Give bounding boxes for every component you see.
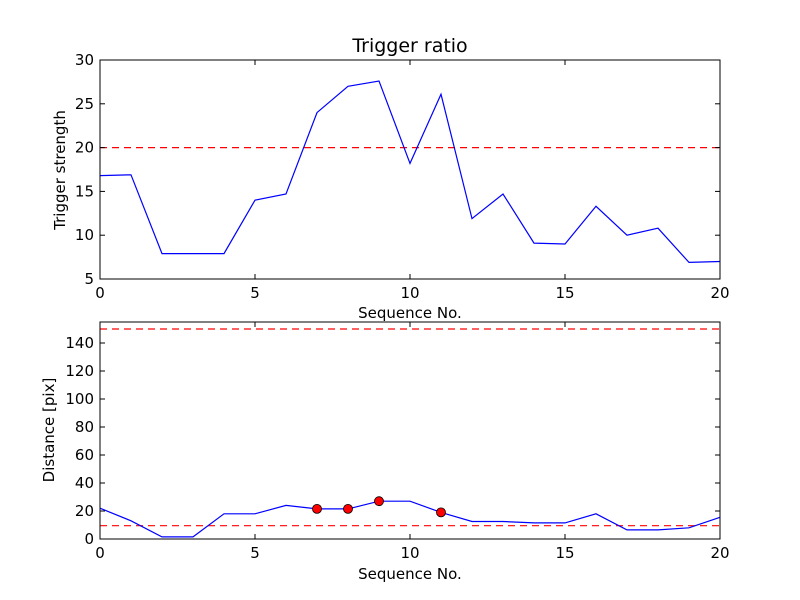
y-tick-label: 10 xyxy=(75,226,94,244)
y-tick-label: 120 xyxy=(65,362,94,380)
x-tick-label: 0 xyxy=(95,544,105,562)
y-tick-label: 30 xyxy=(75,51,94,69)
x-tick-label: 20 xyxy=(710,544,729,562)
x-tick-label: 5 xyxy=(250,284,260,302)
distance-plot-area xyxy=(99,328,721,538)
x-axis-label: Sequence No. xyxy=(358,565,462,583)
chart-title: Trigger ratio xyxy=(351,35,467,57)
x-tick-label: 0 xyxy=(95,284,105,302)
x-tick-label: 10 xyxy=(400,284,419,302)
x-tick-label: 5 xyxy=(250,544,260,562)
plot-frame xyxy=(99,321,721,540)
y-tick-label: 60 xyxy=(75,446,94,464)
y-axis-label: Trigger strength xyxy=(51,110,69,231)
y-tick-label: 100 xyxy=(65,390,94,408)
highlight-point xyxy=(436,507,446,518)
highlight-point xyxy=(343,503,353,514)
trigger-plot-area xyxy=(99,80,721,264)
x-tick-label: 15 xyxy=(555,284,574,302)
highlight-point xyxy=(312,503,322,514)
y-tick-label: 140 xyxy=(65,334,94,352)
highlight-point xyxy=(374,496,384,507)
y-tick-label: 80 xyxy=(75,418,94,436)
y-tick-label: 15 xyxy=(75,182,94,200)
x-tick-label: 15 xyxy=(555,544,574,562)
x-axis-label: Sequence No. xyxy=(358,304,462,322)
y-axis-label: Distance [pix] xyxy=(40,378,58,483)
x-tick-label: 10 xyxy=(400,544,419,562)
y-tick-label: 25 xyxy=(75,95,94,113)
y-tick-label: 20 xyxy=(75,139,94,157)
series-line xyxy=(99,500,721,538)
series-line xyxy=(99,80,721,264)
y-tick-label: 40 xyxy=(75,474,94,492)
y-tick-label: 20 xyxy=(75,502,94,520)
plot-frame xyxy=(99,59,721,280)
y-tick-label: 5 xyxy=(84,270,94,288)
x-tick-label: 20 xyxy=(710,284,729,302)
y-tick-label: 0 xyxy=(84,530,94,548)
axis-ticks: 0 5 10 15 20 0 20 40 60 80 100 120 140 xyxy=(65,322,730,562)
